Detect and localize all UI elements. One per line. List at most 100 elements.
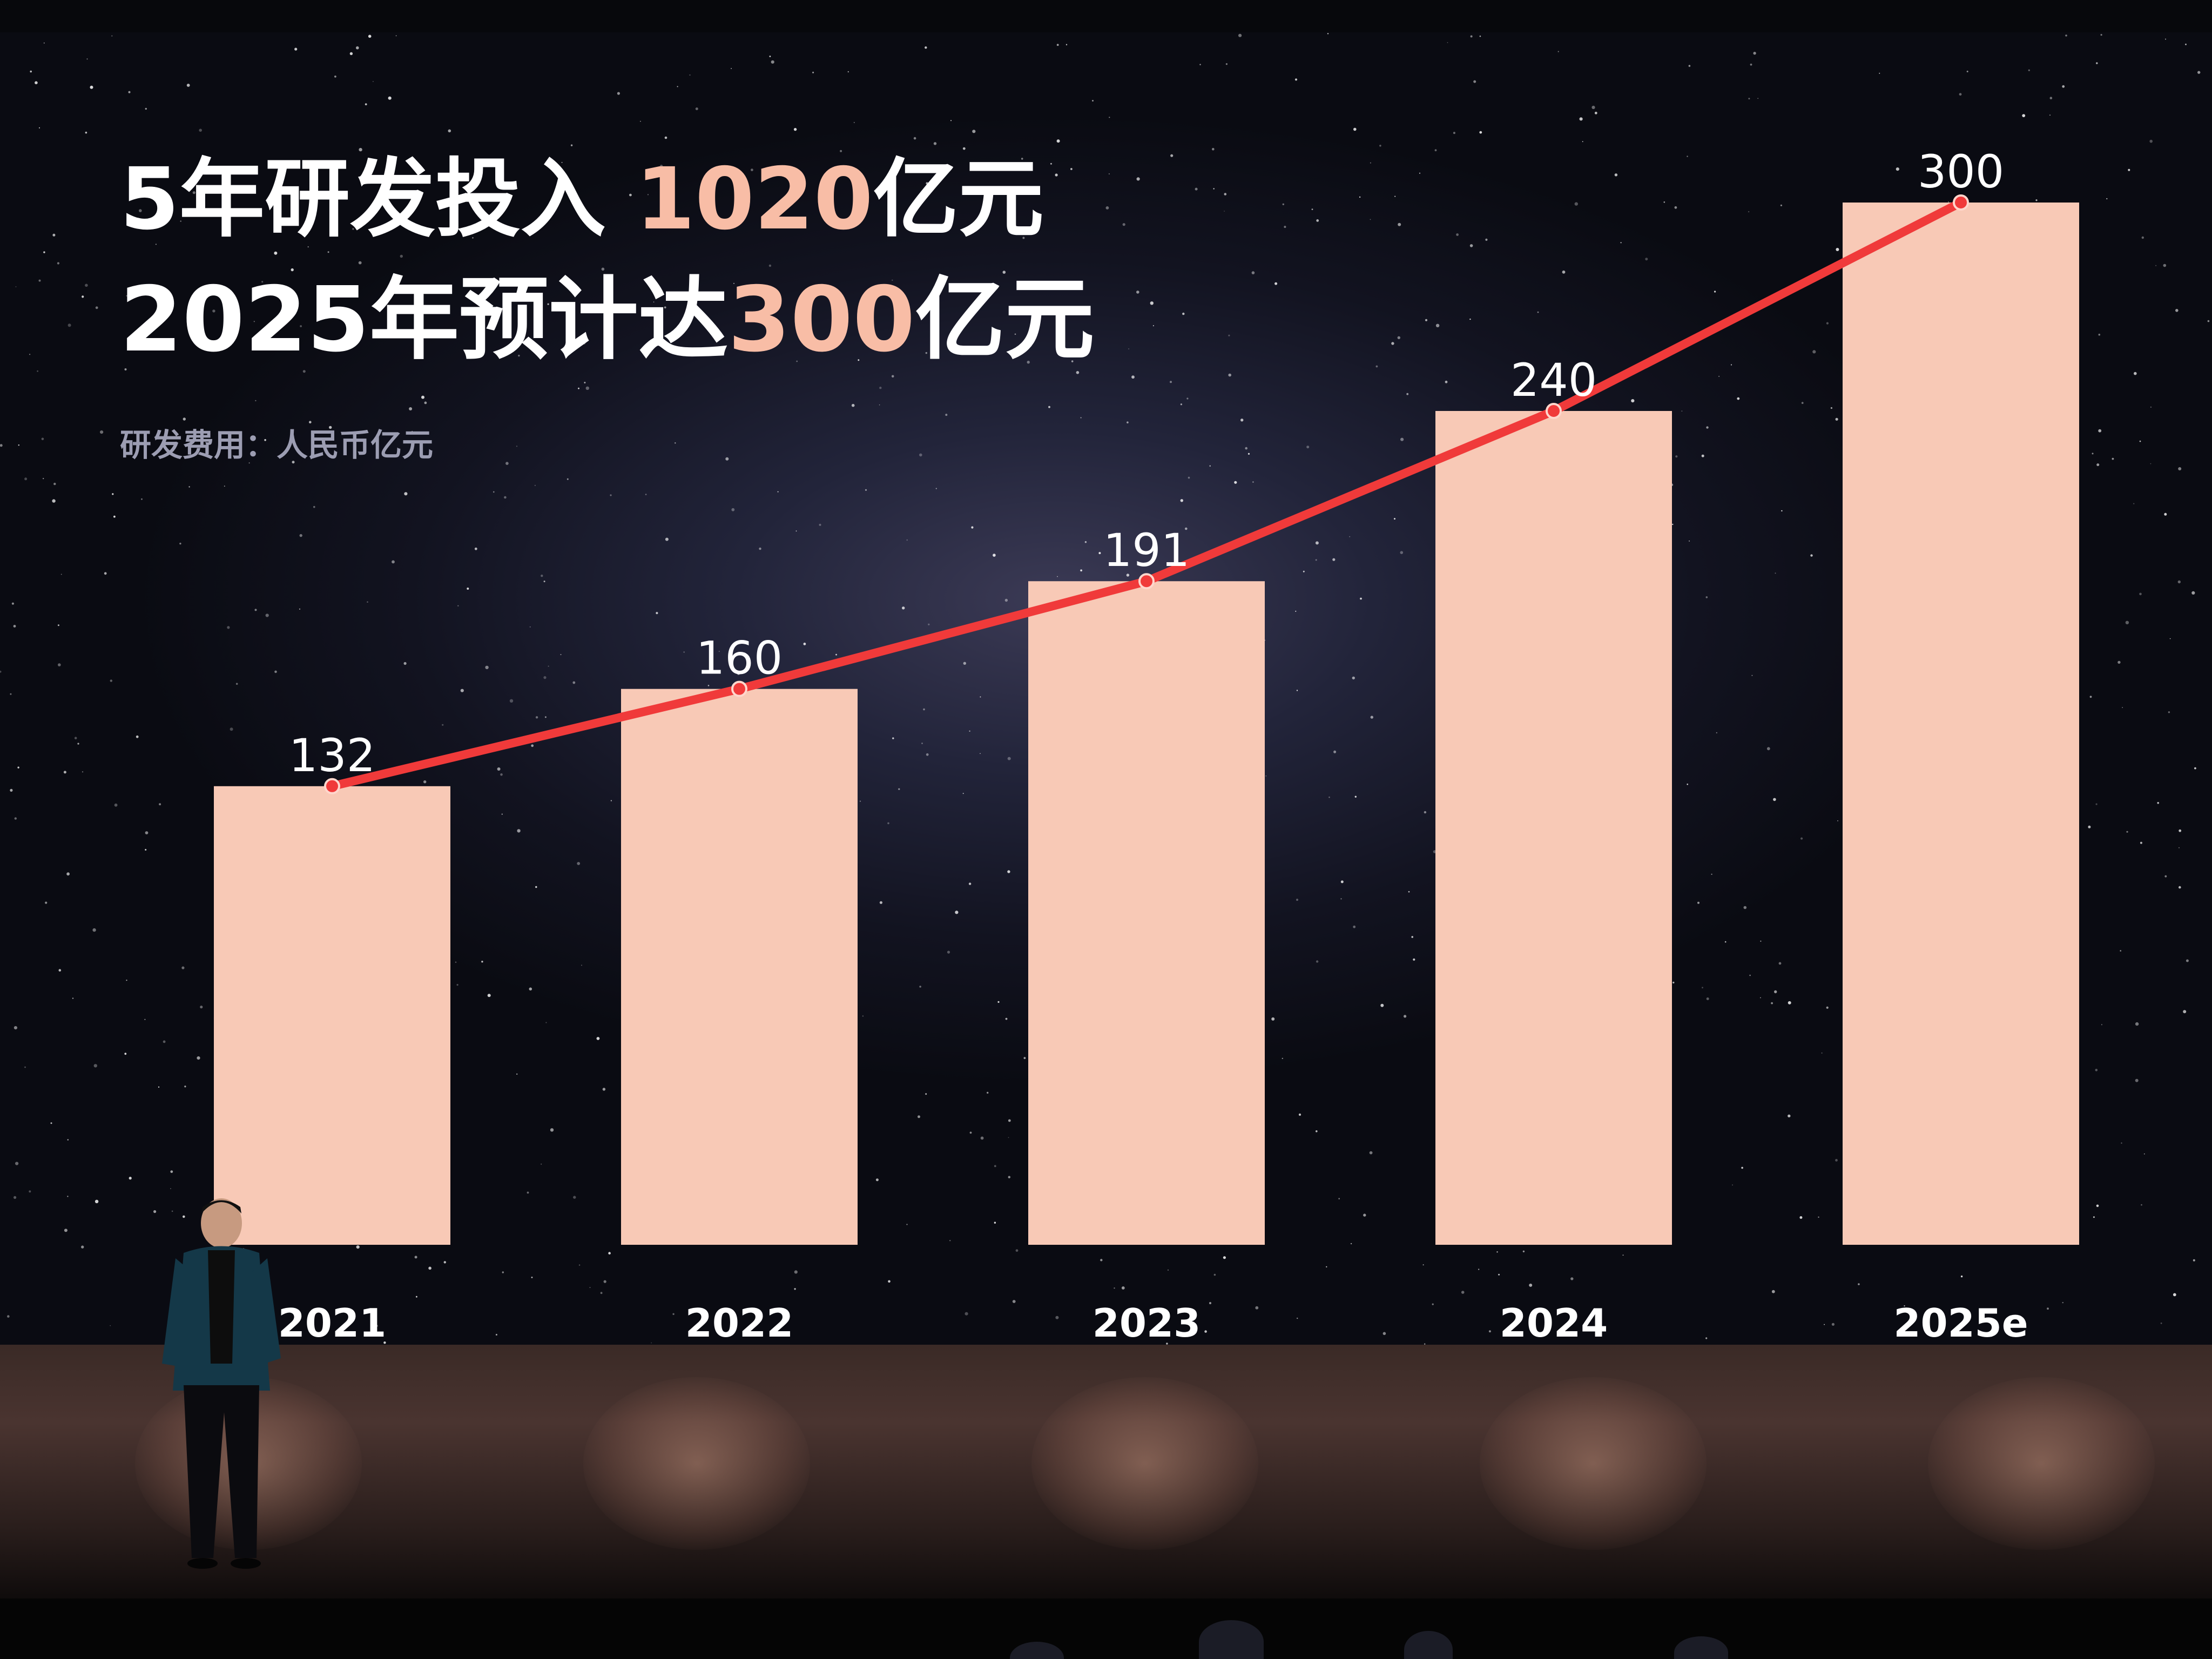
star — [1689, 540, 1690, 542]
star — [725, 457, 729, 461]
star — [1732, 1184, 1733, 1186]
bar-2022 — [621, 689, 858, 1245]
star — [15, 286, 17, 287]
star — [847, 71, 849, 73]
star — [2186, 959, 2189, 962]
star — [541, 575, 543, 577]
star — [2112, 457, 2114, 460]
star — [95, 1199, 99, 1203]
star — [299, 608, 301, 610]
star — [1904, 1305, 1905, 1307]
star — [145, 831, 149, 834]
star — [898, 788, 900, 790]
star — [349, 52, 353, 55]
star — [1084, 541, 1087, 543]
star — [1775, 572, 1776, 574]
star — [1127, 421, 1129, 423]
star — [2089, 696, 2092, 698]
star — [1753, 51, 1756, 55]
star — [1411, 936, 1413, 938]
star — [695, 107, 698, 110]
star — [452, 214, 455, 217]
star — [1687, 156, 1688, 157]
star — [1122, 223, 1125, 226]
star — [531, 1277, 533, 1278]
star — [1326, 1266, 1327, 1267]
star — [2139, 592, 2142, 596]
star — [57, 262, 59, 265]
star — [504, 496, 507, 499]
star — [1453, 132, 1455, 134]
star — [819, 523, 821, 526]
star — [2121, 1142, 2122, 1144]
star — [1005, 1017, 1008, 1020]
headline-line-2-value: 300 — [728, 268, 915, 372]
star — [45, 901, 48, 904]
star — [181, 966, 185, 969]
star — [157, 322, 158, 325]
star — [1008, 1119, 1011, 1122]
star — [2062, 1301, 2063, 1304]
star — [2022, 114, 2026, 118]
star — [1085, 332, 1087, 333]
star — [443, 1261, 446, 1264]
star — [1170, 154, 1174, 157]
star — [1021, 158, 1023, 160]
star — [2047, 1307, 2049, 1310]
star — [602, 1088, 606, 1091]
star — [1673, 981, 1675, 984]
data-label-2023: 191 — [1103, 524, 1190, 577]
star — [665, 537, 669, 541]
star — [1424, 811, 1427, 814]
star — [793, 127, 797, 131]
star — [919, 986, 921, 988]
star — [545, 1022, 547, 1023]
star — [126, 295, 127, 296]
star — [180, 220, 181, 222]
star — [2049, 114, 2051, 116]
star — [1303, 570, 1305, 572]
star — [2065, 35, 2067, 37]
star — [600, 1292, 603, 1294]
star — [1737, 397, 1740, 400]
star — [771, 60, 774, 64]
star — [535, 315, 537, 317]
star — [52, 499, 56, 503]
star — [1826, 322, 1829, 325]
star — [442, 724, 444, 726]
star — [2157, 802, 2159, 804]
star — [1778, 962, 1782, 965]
star — [865, 489, 867, 491]
star — [52, 233, 56, 237]
star — [2098, 333, 2101, 336]
star — [768, 264, 772, 267]
star — [1240, 419, 1244, 422]
star — [2141, 1204, 2142, 1206]
star — [1306, 446, 1310, 449]
data-label-2024: 240 — [1510, 354, 1597, 407]
star — [1168, 1269, 1169, 1271]
star — [1896, 167, 1899, 171]
star — [186, 84, 190, 87]
star — [561, 161, 563, 163]
star — [578, 387, 579, 389]
star — [1947, 201, 1950, 203]
audience-head — [1404, 1631, 1453, 1659]
star — [1234, 481, 1237, 484]
star — [1007, 757, 1011, 760]
star — [2093, 1216, 2095, 1218]
star — [1836, 248, 1839, 251]
star — [1245, 447, 1247, 450]
star — [794, 1270, 798, 1274]
star — [1109, 117, 1110, 118]
star — [1199, 64, 1201, 65]
star — [1228, 373, 1231, 377]
star — [365, 103, 367, 106]
star — [1741, 1166, 1743, 1169]
star — [43, 42, 45, 44]
star — [1672, 523, 1674, 525]
star — [1425, 319, 1428, 321]
star — [1858, 1283, 1860, 1285]
star — [2193, 1259, 2195, 1262]
star — [1353, 925, 1356, 928]
